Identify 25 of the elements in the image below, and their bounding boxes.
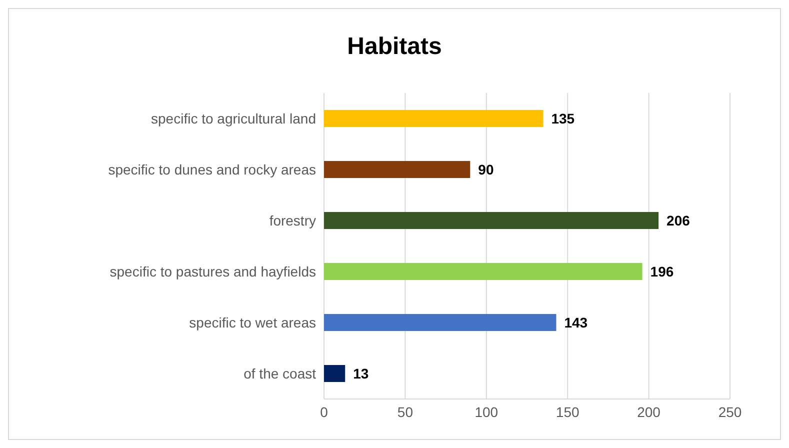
data-label: 196 xyxy=(650,263,674,280)
data-label: 13 xyxy=(353,365,369,382)
y-tick-label: specific to agricultural land xyxy=(151,110,316,126)
y-tick-label: specific to dunes and rocky areas xyxy=(108,161,316,178)
data-label: 143 xyxy=(564,314,588,330)
bar xyxy=(324,212,659,229)
bar xyxy=(324,110,544,127)
x-tick-label: 100 xyxy=(474,404,498,420)
x-tick-label: 150 xyxy=(556,404,580,420)
x-tick-label: 0 xyxy=(320,404,328,420)
data-label: 135 xyxy=(551,110,575,126)
y-tick-label: specific to wet areas xyxy=(189,314,316,330)
x-tick-label: 200 xyxy=(637,404,661,420)
bar xyxy=(324,161,470,178)
y-tick-label: specific to pastures and hayfields xyxy=(110,263,316,280)
bar xyxy=(324,365,346,382)
data-label: 90 xyxy=(478,161,494,178)
y-tick-label: forestry xyxy=(269,212,316,228)
y-tick-label: of the coast xyxy=(244,365,316,382)
chart-title: Habitats xyxy=(346,32,443,62)
data-label: 206 xyxy=(666,212,690,228)
bar xyxy=(324,263,642,280)
x-tick-label: 50 xyxy=(397,404,414,420)
x-tick-label: 250 xyxy=(718,404,742,420)
bar xyxy=(324,314,556,331)
